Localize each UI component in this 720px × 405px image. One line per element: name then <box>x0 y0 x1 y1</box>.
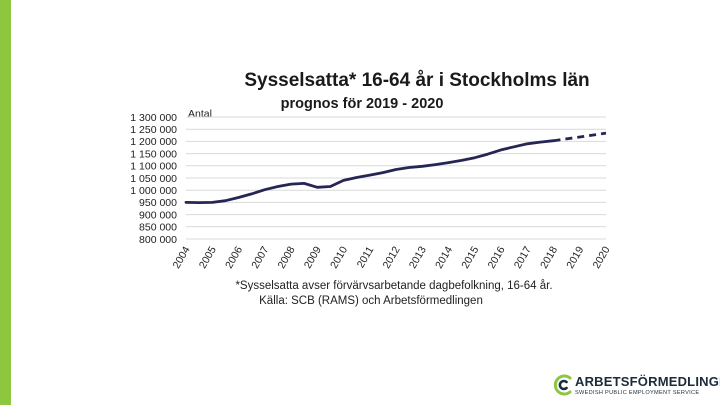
y-axis-label: Antal <box>188 108 212 120</box>
arbetsformedlingen-logo: ARBETSFÖRMEDLINGEN SWEDISH PUBLIC EMPLOY… <box>553 372 720 400</box>
y-tick-label: 950 000 <box>139 197 177 209</box>
x-tick-label: 2011 <box>355 244 377 270</box>
y-tick-label: 1 000 000 <box>130 185 177 197</box>
x-tick-label: 2004 <box>171 244 193 270</box>
x-tick-label: 2017 <box>512 244 534 270</box>
series-line-forecast <box>553 131 607 143</box>
x-tick-label: 2006 <box>223 244 245 270</box>
x-tick-label: 2007 <box>249 244 271 270</box>
y-tick-label: 1 100 000 <box>130 161 177 173</box>
gridlines <box>186 116 606 240</box>
x-tick-label: 2010 <box>328 244 350 270</box>
y-tick-label: 1 250 000 <box>130 124 177 136</box>
logo-tagline: SWEDISH PUBLIC EMPLOYMENT SERVICE <box>575 390 700 396</box>
x-tick-label: 2020 <box>591 244 613 270</box>
series <box>184 131 607 204</box>
y-tick-label: 1 300 000 <box>130 112 177 124</box>
footnote-definition: *Sysselsatta avser förvärvsarbetande dag… <box>235 280 552 292</box>
y-tick-label: 850 000 <box>139 222 177 234</box>
y-tick-label: 1 050 000 <box>130 173 177 185</box>
chart-subtitle: prognos för 2019 - 2020 <box>281 96 444 112</box>
x-tick-label: 2012 <box>381 244 403 270</box>
x-axis-ticks: 2004 2005 2006 2007 2008 2009 2010 2011 2012 2013… <box>171 244 613 270</box>
x-tick-label: 2015 <box>459 244 481 270</box>
x-tick-label: 2016 <box>486 244 508 270</box>
x-tick-label: 2018 <box>538 244 560 270</box>
arbetsformedlingen-logo-icon <box>553 374 572 396</box>
x-tick-label: 2008 <box>276 244 298 270</box>
logo-name: ARBETSFÖRMEDLINGEN <box>575 374 720 389</box>
x-tick-label: 2005 <box>197 244 219 270</box>
y-tick-label: 800 000 <box>139 234 177 246</box>
accent-bar <box>0 0 11 405</box>
x-tick-label: 2019 <box>564 244 586 270</box>
y-tick-label: 900 000 <box>139 209 177 221</box>
y-tick-label: 1 150 000 <box>130 148 177 160</box>
x-tick-label: 2014 <box>433 244 455 270</box>
x-tick-label: 2009 <box>302 244 324 270</box>
y-tick-label: 1 200 000 <box>130 136 177 148</box>
x-tick-label: 2013 <box>407 244 429 270</box>
logo-arc-outer <box>553 374 572 396</box>
logo-arc-inner <box>558 379 568 391</box>
series-line-actual <box>184 139 555 204</box>
footnote-source: Källa: SCB (RAMS) och Arbetsförmedlingen <box>259 295 483 307</box>
chart-title: Sysselsatta* 16-64 år i Stockholms län <box>244 70 589 91</box>
